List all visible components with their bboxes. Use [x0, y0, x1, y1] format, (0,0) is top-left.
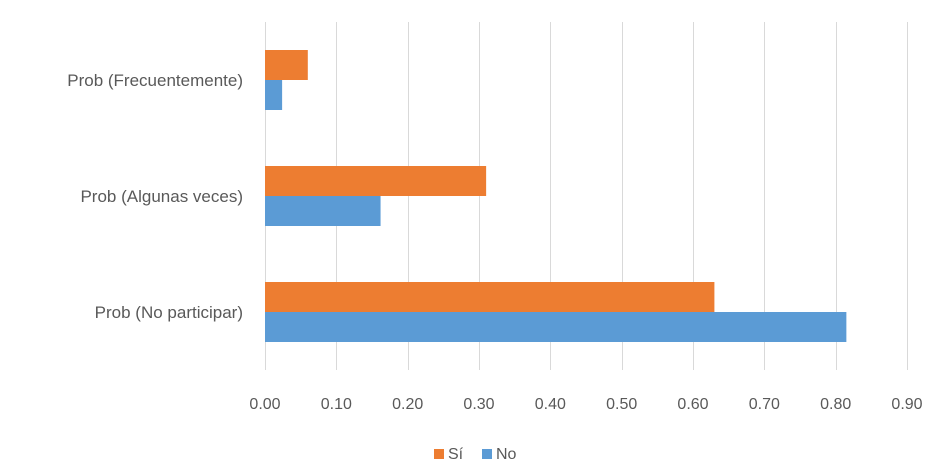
x-tick-label: 0.60	[677, 396, 708, 413]
legend-label: No	[496, 446, 517, 463]
category-label: Prob (Frecuentemente)	[67, 71, 243, 90]
x-tick-label: 0.40	[535, 396, 566, 413]
legend-swatch	[434, 449, 444, 459]
x-tick-label: 0.00	[249, 396, 280, 413]
bars	[265, 50, 847, 342]
legend-label: Sí	[448, 446, 464, 463]
legend-swatch	[482, 449, 492, 459]
legend: Sí No	[434, 446, 517, 463]
bar-si	[265, 166, 487, 196]
category-label: Prob (Algunas veces)	[80, 187, 243, 206]
x-tick-label: 0.20	[392, 396, 423, 413]
bar-no	[265, 80, 283, 110]
x-tick-label: 0.30	[463, 396, 494, 413]
x-tick-label: 0.10	[321, 396, 352, 413]
x-axis-tick-labels: 0.00 0.10 0.20 0.30 0.40 0.50 0.60 0.70 0.80 0.90	[249, 396, 922, 413]
x-tick-label: 0.70	[749, 396, 780, 413]
bar-si	[265, 50, 308, 80]
gridlines	[265, 22, 908, 370]
bar-no	[265, 312, 847, 342]
x-tick-label: 0.90	[891, 396, 922, 413]
bar-no	[265, 196, 381, 226]
category-label: Prob (No participar)	[95, 303, 243, 322]
bar-si	[265, 282, 715, 312]
x-tick-label: 0.80	[820, 396, 851, 413]
x-tick-label: 0.50	[606, 396, 637, 413]
category-labels: Prob (No participar) Prob (Algunas veces)…	[67, 71, 243, 322]
